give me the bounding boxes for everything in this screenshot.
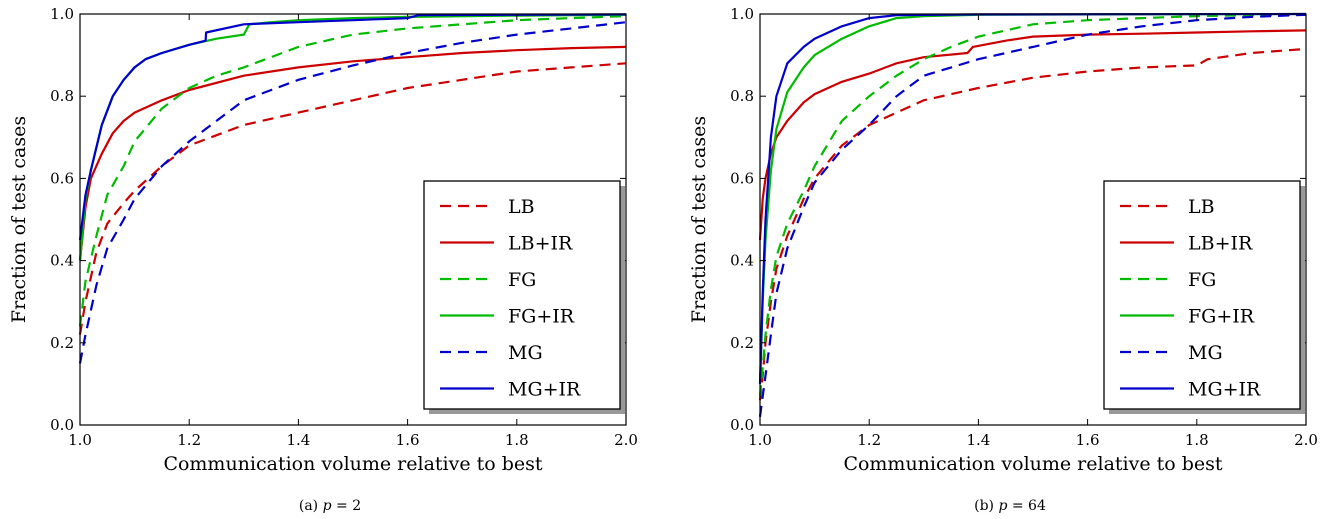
x-tick-label: 1.4 [286,431,310,449]
legend-label: LB+IR [1188,233,1253,255]
x-tick-label: 1.0 [748,431,772,449]
caption-prefix: (a) [299,498,323,514]
caption-prefix: (b) [974,498,998,514]
legend-label: FG+IR [1188,306,1255,328]
y-tick-label: 0.0 [50,416,74,434]
legend-label: MG [1188,342,1223,364]
legend-label: FG+IR [508,306,575,328]
x-axis-label: Communication volume relative to best [163,453,542,475]
y-tick-label: 0.6 [730,169,754,187]
caption-variable: p [998,498,1007,514]
plot-frame [79,13,627,426]
legend: LB LB+IR FG FG+IR MG MG+IR [1103,180,1305,414]
y-tick-label: 0.6 [50,169,74,187]
figure-caption: (b) p = 64 [974,498,1046,514]
legend: LB LB+IR FG FG+IR MG MG+IR [423,180,625,414]
y-tick-label: 1.0 [50,5,74,23]
x-tick-label: 1.6 [396,431,420,449]
x-tick-label: 1.2 [177,431,201,449]
legend-label: FG [1188,269,1216,291]
y-tick-label: 0.8 [50,87,74,105]
x-tick-label: 1.8 [505,431,529,449]
y-axis-label: Fraction of test cases [8,116,30,323]
legend-label: LB [508,196,535,218]
plot-frame [759,13,1307,426]
legend-label: LB+IR [508,233,573,255]
caption-value: = 64 [1007,498,1046,514]
x-tick-label: 1.2 [857,431,881,449]
y-tick-label: 0.4 [50,252,74,270]
y-tick-label: 1.0 [730,5,754,23]
y-axis-label: Fraction of test cases [688,116,710,323]
y-tick-label: 0.2 [730,334,754,352]
series-line-mg [758,13,1307,417]
figure-caption: (a) p = 2 [299,498,361,514]
caption-value: = 2 [332,498,362,514]
x-tick-label: 1.6 [1076,431,1100,449]
chart-panel-b: 1.0 1.2 1.4 1.6 1.8 2.0 0.0 0.2 0.4 0.6 0.8 1.0 Comm… [688,5,1318,514]
y-tick-label: 0.0 [730,416,754,434]
legend-label: FG [508,269,536,291]
legend-label: LB [1188,196,1215,218]
x-axis-label: Communication volume relative to best [843,453,1222,475]
legend-label: MG+IR [508,379,581,401]
legend-label: MG [508,342,543,364]
x-tick-label: 1.0 [68,431,92,449]
series-line-lb-plus-ir [78,45,627,261]
legend-box [423,180,621,410]
y-tick-label: 0.4 [730,252,754,270]
series-line-lb [78,62,627,335]
caption-variable: p [323,498,332,514]
x-tick-label: 2.0 [614,431,638,449]
series-line-fg [758,13,1307,397]
series-line-lb [758,47,1307,401]
x-tick-label: 2.0 [1294,431,1318,449]
series-line-mg-plus-ir [758,12,1307,384]
series-line-mg [78,21,627,364]
chart-panel-a: 1.0 1.2 1.4 1.6 1.8 2.0 0.0 0.2 0.4 0.6 0.8 1.0 Comm… [8,5,638,514]
y-tick-label: 0.8 [730,87,754,105]
y-tick-label: 0.2 [50,334,74,352]
legend-box [1103,180,1301,410]
x-tick-label: 1.4 [966,431,990,449]
x-tick-label: 1.8 [1185,431,1209,449]
legend-label: MG+IR [1188,379,1261,401]
